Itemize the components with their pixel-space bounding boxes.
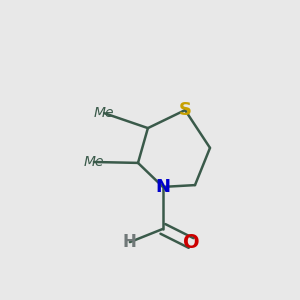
Text: H: H: [123, 233, 137, 251]
Text: O: O: [183, 233, 200, 253]
Text: Me: Me: [94, 106, 114, 120]
Text: S: S: [178, 101, 192, 119]
Text: Me: Me: [84, 155, 104, 169]
Text: N: N: [155, 178, 170, 196]
